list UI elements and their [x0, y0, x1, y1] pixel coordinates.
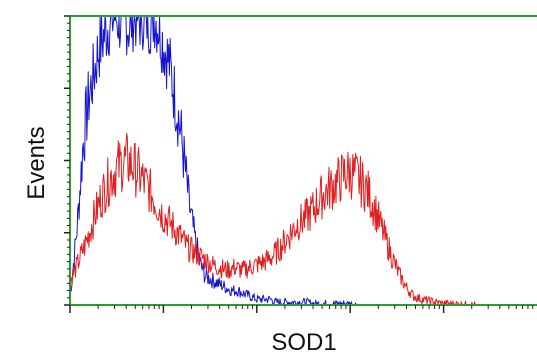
series-line-1	[69, 15, 357, 306]
plot-area	[64, 15, 537, 313]
series-layer	[69, 15, 476, 306]
y-axis-label: Events	[23, 126, 50, 199]
axes-layer	[64, 15, 537, 313]
series-line-2	[69, 132, 476, 306]
x-axis-label: SOD1	[271, 329, 336, 356]
